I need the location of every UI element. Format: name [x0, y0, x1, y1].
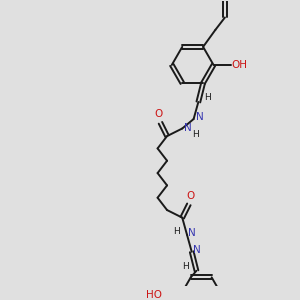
Text: O: O	[187, 190, 195, 201]
Text: H: H	[192, 130, 199, 139]
Text: H: H	[204, 93, 211, 102]
Text: N: N	[184, 123, 192, 133]
Text: HO: HO	[146, 290, 162, 300]
Text: N: N	[196, 112, 203, 122]
Text: O: O	[154, 109, 163, 119]
Text: H: H	[174, 227, 180, 236]
Text: OH: OH	[232, 60, 247, 70]
Text: N: N	[188, 228, 196, 238]
Text: H: H	[182, 262, 189, 271]
Text: N: N	[193, 245, 200, 255]
